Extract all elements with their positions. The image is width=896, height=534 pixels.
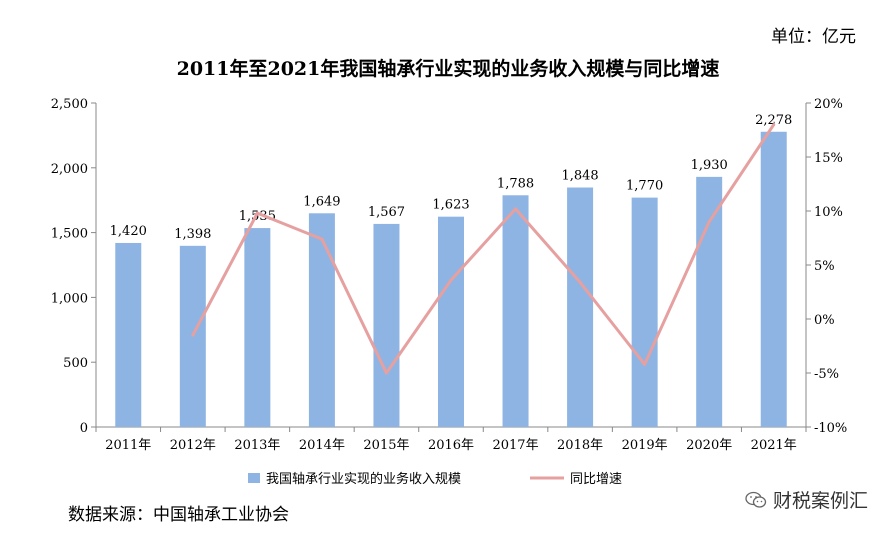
x-tick-label: 2014年 (299, 438, 345, 453)
wechat-icon (745, 491, 767, 508)
bar (502, 195, 529, 427)
growth-point (514, 207, 518, 211)
right-tick-label: 10% (814, 205, 843, 220)
bar (438, 216, 464, 427)
bar-data-label: 1,788 (497, 176, 534, 191)
growth-point (643, 362, 647, 366)
bar (567, 187, 594, 427)
legend-bar-swatch (248, 473, 260, 483)
legend-bar-label: 我国轴承行业实现的业务收入规模 (266, 471, 461, 487)
x-tick-label: 2021年 (751, 438, 797, 453)
bar-data-label: 1,930 (691, 158, 728, 173)
x-tick-label: 2019年 (622, 438, 668, 453)
watermark-text: 财税案例汇 (772, 490, 868, 512)
bar (244, 228, 271, 427)
legend-line-label: 同比增速 (570, 472, 622, 487)
unit-label: 单位：亿元 (771, 27, 856, 47)
bar (308, 213, 335, 427)
right-tick-label: 15% (814, 151, 843, 166)
bar (760, 131, 787, 428)
bar-data-label: 1,535 (239, 209, 276, 224)
right-tick-label: 5% (814, 259, 835, 274)
right-tick-label: -10% (814, 421, 847, 436)
bar (373, 223, 400, 427)
bar (631, 197, 658, 427)
growth-point (320, 237, 324, 241)
bar (115, 242, 142, 427)
left-tick-label: 1,500 (51, 227, 88, 242)
growth-point (384, 371, 388, 375)
x-tick-label: 2015年 (363, 438, 409, 453)
growth-point (449, 278, 453, 282)
bar-data-label: 1,567 (368, 205, 405, 220)
x-tick-label: 2018年 (557, 438, 603, 453)
bar-data-label: 1,398 (174, 227, 211, 242)
growth-line (191, 123, 775, 375)
x-tick-label: 2012年 (170, 438, 216, 453)
growth-point (707, 220, 711, 224)
x-tick-label: 2020年 (686, 438, 732, 453)
growth-point (255, 211, 259, 215)
bar-data-label: 1,649 (303, 194, 340, 209)
bar (696, 176, 723, 427)
right-tick-label: -5% (814, 367, 839, 382)
watermark: 财税案例汇 (745, 486, 868, 513)
x-tick-label: 2016年 (428, 438, 474, 453)
right-tick-label: 0% (814, 313, 835, 328)
right-tick-label: 20% (814, 97, 843, 112)
growth-point (191, 333, 195, 337)
legend: 我国轴承行业实现的业务收入规模 同比增速 (248, 471, 622, 487)
bar-data-label: 1,623 (432, 198, 469, 213)
bar-data-label: 1,770 (626, 179, 663, 194)
bar-data-labels: 1,420 1,398 1,535 1,649 1,567 1,623 1,788 1,848… (110, 113, 793, 242)
growth-line-series (191, 123, 776, 375)
bar-data-label: 1,420 (110, 224, 147, 239)
growth-point (772, 123, 776, 127)
left-tick-label: 2,500 (51, 97, 88, 112)
left-tick-label: 2,000 (51, 162, 88, 177)
growth-point (578, 280, 582, 284)
x-tick-label: 2011年 (105, 438, 151, 453)
chart-title: 2011年至2021年我国轴承行业实现的业务收入规模与同比增速 (176, 58, 720, 80)
data-source: 数据来源：中国轴承工业协会 (68, 505, 289, 525)
x-tick-label: 2013年 (234, 438, 280, 453)
x-tick-label: 2017年 (492, 438, 538, 453)
bar-data-label: 1,848 (561, 168, 598, 183)
chart-axes: 0 500 1,000 1,500 2,000 2,500 -10% -5% 0% 5% 10% 15… (51, 97, 848, 453)
left-tick-label: 0 (80, 421, 88, 436)
left-tick-label: 500 (63, 356, 88, 371)
bar-data-label: 2,278 (755, 113, 792, 128)
left-tick-label: 1,000 (51, 291, 88, 306)
